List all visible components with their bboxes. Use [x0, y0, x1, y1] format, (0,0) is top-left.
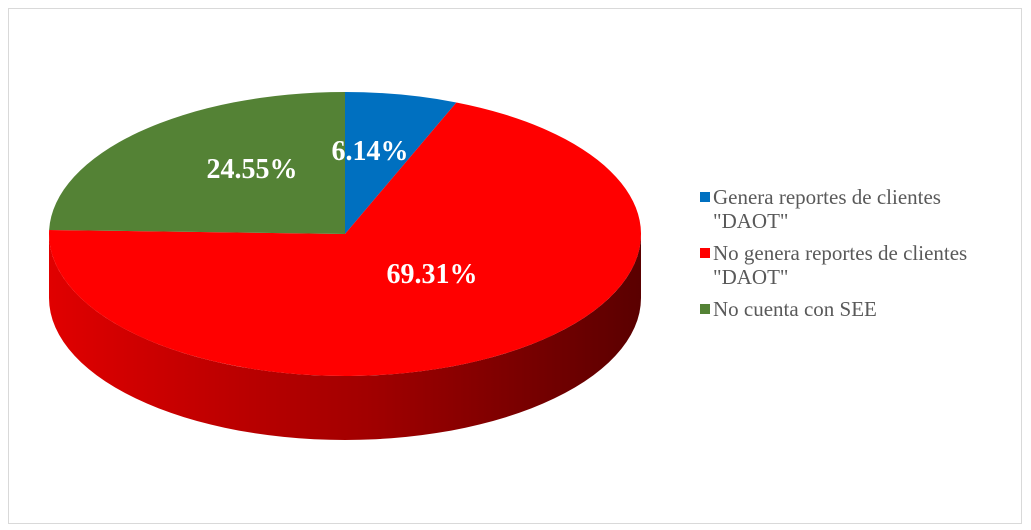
data-label-slice-no-cuenta: 24.55% — [207, 154, 298, 185]
pie-sides — [49, 234, 641, 440]
legend: Genera reportes de clientes "DAOT" No ge… — [700, 185, 1010, 329]
legend-swatch-green — [700, 304, 710, 314]
slice-no-genera-side — [49, 234, 641, 440]
data-label-slice-no-genera: 69.31% — [387, 259, 478, 290]
pie-data-labels: 6.14% 69.31% 24.55% — [207, 136, 478, 290]
legend-item-genera: Genera reportes de clientes "DAOT" — [700, 185, 1010, 233]
slice-no-genera — [49, 102, 642, 377]
legend-item-no-cuenta: No cuenta con SEE — [700, 297, 1010, 321]
data-label-slice-genera: 6.14% — [332, 136, 409, 167]
pie-slices — [49, 92, 642, 377]
slice-genera — [345, 92, 457, 234]
legend-label: Genera reportes de clientes "DAOT" — [713, 185, 941, 233]
legend-label: No cuenta con SEE — [713, 297, 877, 321]
slice-no-cuenta — [49, 92, 346, 234]
legend-swatch-blue — [700, 192, 710, 202]
legend-item-no-genera: No genera reportes de clientes "DAOT" — [700, 241, 1010, 289]
legend-label: No genera reportes de clientes "DAOT" — [713, 241, 968, 289]
legend-swatch-red — [700, 248, 710, 258]
